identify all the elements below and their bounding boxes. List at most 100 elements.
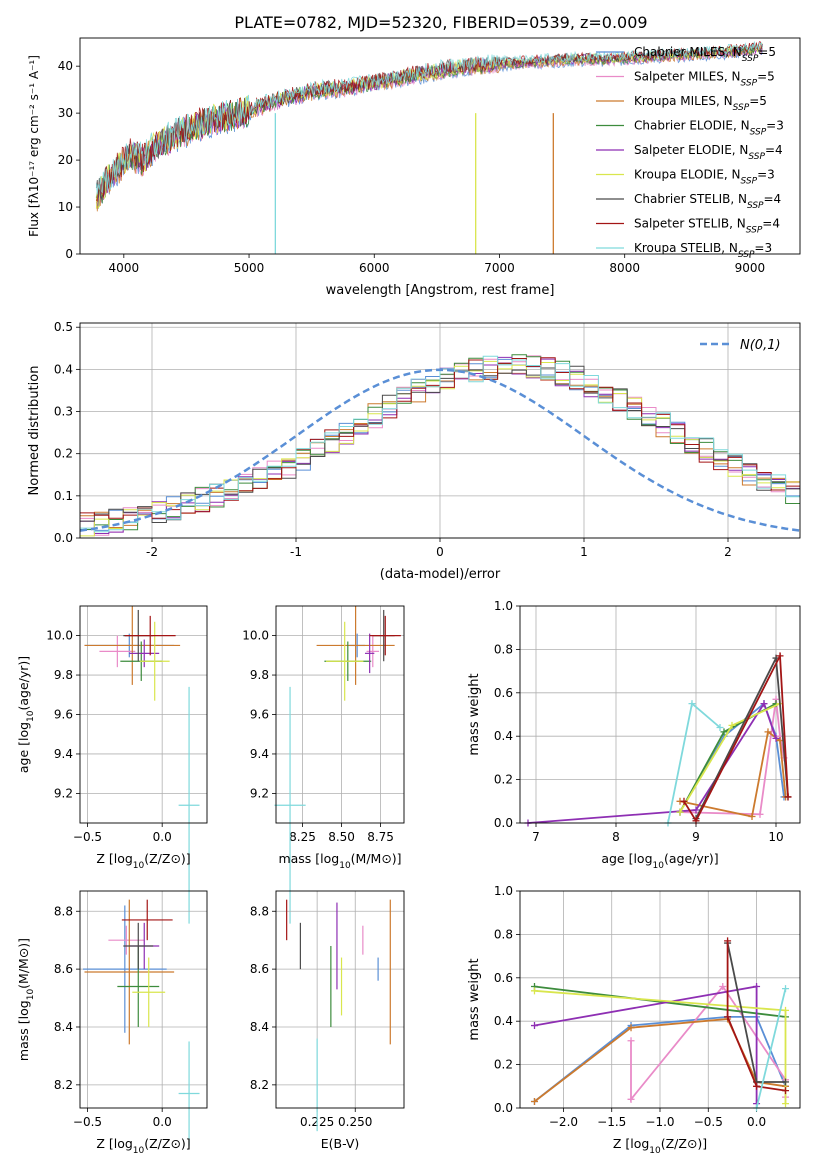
weight-point-marker bbox=[728, 721, 736, 729]
x-tick-label: 0.250 bbox=[338, 1115, 372, 1129]
weight-point-marker bbox=[680, 797, 688, 805]
weight-point-marker bbox=[784, 793, 792, 801]
y-tick-label: 8.4 bbox=[250, 1020, 269, 1034]
y-tick-label: 0.6 bbox=[494, 686, 513, 700]
legend-entry: N(0,1) bbox=[740, 338, 781, 353]
y-tick-label: 8.8 bbox=[54, 904, 73, 918]
x-tick-label: -1 bbox=[290, 545, 302, 559]
y-axis-label: age [log10(age/yr)] bbox=[16, 656, 36, 773]
axes-frame bbox=[519, 890, 801, 1109]
legend-subscript: SSP bbox=[748, 152, 765, 162]
axes-frame bbox=[79, 890, 208, 1109]
y-tick-label: 0.2 bbox=[494, 773, 513, 787]
x-tick-label: 0.0 bbox=[153, 830, 172, 844]
y-tick-label: 1.0 bbox=[494, 884, 513, 898]
weight-point-marker bbox=[627, 1037, 635, 1045]
legend-text: =4 bbox=[764, 192, 782, 206]
x-tick-label: 8.75 bbox=[367, 830, 394, 844]
y-tick-label: 40 bbox=[58, 59, 73, 73]
weight-vs-metallicity-panel: −2.0 −1.5 −1.0 −0.5 0.0 0.0 0.2 0.4 0.6 0.8 1.0 Z [… bbox=[467, 884, 801, 1156]
weight-point-marker bbox=[719, 982, 727, 990]
y-tick-label: 8.8 bbox=[250, 904, 269, 918]
legend-subscript: SSP bbox=[746, 226, 763, 236]
weight-point-marker bbox=[692, 806, 700, 814]
y-tick-label: 0.3 bbox=[54, 405, 73, 419]
x-tick-label: 7000 bbox=[484, 261, 515, 275]
y-tick-label: 9.4 bbox=[250, 747, 269, 761]
axis-label-part: mass [log bbox=[278, 851, 339, 866]
y-axis-label: Normed distribution bbox=[27, 366, 42, 496]
weight-point-marker bbox=[782, 1078, 790, 1086]
x-axis-label: mass [log10(M/M⊙)] bbox=[278, 851, 401, 871]
x-tick-label: 6000 bbox=[359, 261, 390, 275]
axes-frame bbox=[275, 605, 405, 824]
y-tick-label: 8.2 bbox=[54, 1078, 73, 1092]
legend-text: Kroupa MILES, N bbox=[634, 94, 733, 108]
weight-point-marker bbox=[530, 1097, 538, 1105]
weight-point-marker bbox=[753, 982, 761, 990]
y-tick-label: 30 bbox=[58, 106, 73, 120]
x-tick-label: 0.0 bbox=[747, 1115, 766, 1129]
weight-point-marker bbox=[756, 810, 764, 818]
legend-text: Chabrier STELIB, N bbox=[634, 192, 747, 206]
axis-label-part: age [log bbox=[16, 722, 31, 773]
legend-subscript: SSP bbox=[741, 177, 758, 187]
legend-subscript: SSP bbox=[738, 250, 755, 260]
x-tick-label: 8.25 bbox=[289, 830, 316, 844]
x-tick-label: 2 bbox=[724, 545, 732, 559]
y-tick-label: 1.0 bbox=[494, 599, 513, 613]
y-tick-label: 0.2 bbox=[494, 1058, 513, 1072]
axis-label-subscript: 10 bbox=[653, 861, 665, 871]
weight-point-marker bbox=[764, 728, 772, 736]
weight-series-line bbox=[527, 701, 777, 824]
y-tick-label: 0.4 bbox=[494, 1014, 513, 1028]
axis-label-part: Z [log bbox=[613, 1136, 649, 1151]
y-tick-label: 0.4 bbox=[494, 729, 513, 743]
legend-text: Salpeter MILES, N bbox=[634, 70, 741, 84]
legend-text: =3 bbox=[757, 168, 775, 182]
x-axis-label: E(B-V) bbox=[321, 1136, 360, 1151]
legend-text: =5 bbox=[757, 70, 775, 84]
y-tick-label: 0.5 bbox=[54, 320, 73, 334]
weight-point-marker bbox=[720, 728, 728, 736]
weight-point-marker bbox=[782, 985, 790, 993]
axis-label-subscript: 10 bbox=[26, 989, 36, 1001]
weight-point-marker bbox=[688, 700, 696, 708]
weight-point-marker bbox=[748, 812, 756, 820]
y-tick-label: 9.4 bbox=[54, 747, 73, 761]
y-tick-label: 9.8 bbox=[250, 668, 269, 682]
weight-series-line bbox=[534, 985, 786, 1018]
weight-point-marker bbox=[760, 700, 768, 708]
y-axis-label: Flux [fλ10⁻¹⁷ erg cm⁻² s⁻¹ A⁻¹] bbox=[27, 55, 41, 237]
legend-text: Chabrier ELODIE, N bbox=[634, 119, 750, 133]
mass-vs-metallicity-panel: −0.5 0.08.28.48.68.8Z [log10(Z/Z⊙)]mass [… bbox=[16, 890, 208, 1156]
axis-label-part: (Z/Z⊙)] bbox=[144, 1136, 190, 1151]
weight-point-marker bbox=[676, 808, 684, 816]
normal-curve-line bbox=[79, 368, 801, 532]
weight-point-marker bbox=[782, 1006, 790, 1014]
axis-label-subscript: 10 bbox=[649, 1146, 661, 1156]
weight-point-marker bbox=[627, 1024, 635, 1032]
weight-series-line bbox=[755, 988, 787, 1109]
legend-text: =5 bbox=[749, 94, 767, 108]
spectrum-series-line bbox=[95, 41, 763, 203]
x-tick-label: 9000 bbox=[735, 261, 766, 275]
spectrum-series-line bbox=[95, 41, 763, 195]
axes-frame bbox=[275, 890, 405, 1109]
y-axis-label: mass weight bbox=[467, 673, 482, 755]
legend-text: Salpeter ELODIE, N bbox=[634, 143, 748, 157]
y-tick-label: 9.2 bbox=[54, 786, 73, 800]
weight-point-marker bbox=[530, 987, 538, 995]
x-tick-label: 5000 bbox=[234, 261, 265, 275]
y-tick-label: 0 bbox=[65, 247, 73, 261]
x-tick-label: 0.0 bbox=[153, 1115, 172, 1129]
axis-label-part: mass [log bbox=[16, 1000, 31, 1061]
legend-entry: Kroupa MILES, NSSP=5 bbox=[634, 94, 767, 113]
x-axis-label: Z [log10(Z/Z⊙)] bbox=[96, 1136, 190, 1156]
legend-entry: Kroupa ELODIE, NSSP=3 bbox=[634, 168, 775, 187]
legend-subscript: SSP bbox=[747, 201, 764, 211]
y-tick-label: 0.6 bbox=[494, 971, 513, 985]
legend-text: =5 bbox=[758, 45, 776, 59]
y-tick-label: 9.8 bbox=[54, 668, 73, 682]
